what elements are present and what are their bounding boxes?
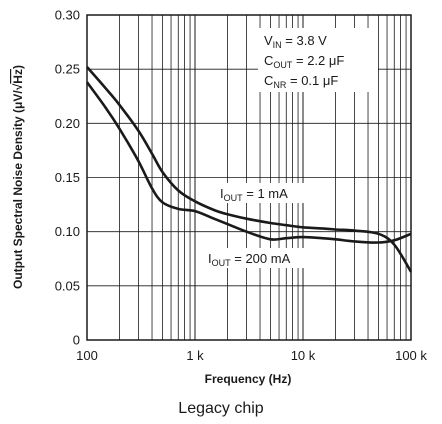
y-tick-label: 0.20 <box>55 116 80 131</box>
series-label-1ma: IOUT = 1 mA <box>216 183 312 203</box>
x-tick-label: 100 <box>76 348 98 363</box>
noise-density-chart: 0 0.05 0.10 0.15 0.20 0.25 0.30 100 1 k 10 k 100 … <box>11 8 427 387</box>
series-label-200ma-bg <box>204 248 322 268</box>
y-axis-label-main: Output Spectral Noise Density ( <box>11 109 25 289</box>
x-axis-label: Frequency (Hz) <box>205 372 292 386</box>
series-label-200ma: IOUT = 200 mA <box>204 248 322 268</box>
series-line-1ma <box>86 66 413 273</box>
x-tick-label: 1 k <box>186 348 204 363</box>
y-tick-label: 0 <box>73 333 80 348</box>
series-label-1ma-bg <box>216 183 312 203</box>
annotation-vin: VIN = 3.8 V <box>264 33 327 50</box>
annotation-cout: COUT = 2.2 μF <box>264 53 344 70</box>
y-axis-label: Output Spectral Noise Density (μV/√Hz) <box>11 65 25 289</box>
series-label-1ma-text: IOUT = 1 mA <box>220 186 288 203</box>
plot-frame <box>86 14 412 341</box>
chart-caption: Legacy chip <box>178 400 264 417</box>
y-tick-label: 0.05 <box>55 278 80 293</box>
y-tick-label: 0.15 <box>55 170 80 185</box>
x-tick-label: 100 k <box>395 348 427 363</box>
x-tick-label: 10 k <box>291 348 316 363</box>
conditions-annotation-bg <box>258 28 378 92</box>
series-label-200ma-text: IOUT = 200 mA <box>208 251 291 268</box>
series-layer <box>85 66 413 273</box>
y-axis-label-unit: μV/√ <box>11 83 25 109</box>
y-tick-label: 0.25 <box>55 62 80 77</box>
x-tick-labels: 100 1 k 10 k 100 k <box>76 348 427 363</box>
y-axis-label-hz: Hz <box>11 69 25 84</box>
y-tick-label: 0.30 <box>55 8 80 23</box>
annotation-cnr: CNR = 0.1 μF <box>264 73 338 90</box>
y-tick-labels: 0 0.05 0.10 0.15 0.20 0.25 0.30 <box>55 8 80 348</box>
y-axis-label-close: ) <box>11 65 25 69</box>
series-line-200ma <box>85 81 412 244</box>
y-tick-label: 0.10 <box>55 224 80 239</box>
conditions-annotation: VIN = 3.8 V COUT = 2.2 μF CNR = 0.1 μF <box>258 28 378 92</box>
